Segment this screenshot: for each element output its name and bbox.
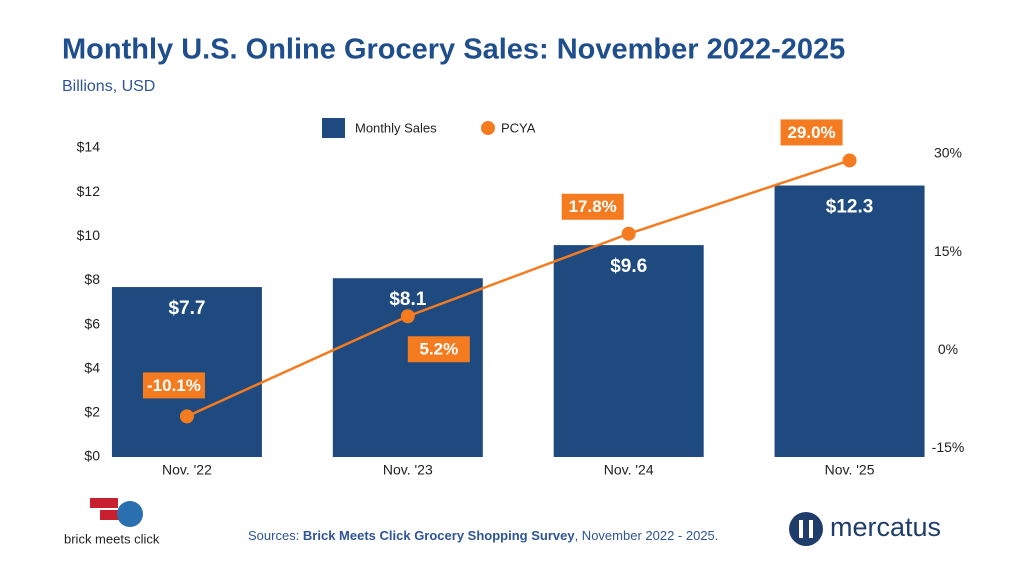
logo-shape <box>117 501 143 527</box>
legend-swatch <box>481 121 495 135</box>
line-value-label: 29.0% <box>787 123 835 142</box>
y2-tick-label: 0% <box>938 341 958 357</box>
y-tick-label: $0 <box>84 448 100 464</box>
line-point <box>842 153 857 168</box>
y2-tick-label: 30% <box>934 145 962 161</box>
legend-swatch <box>322 118 345 138</box>
line <box>186 159 850 418</box>
x-tick-label: Nov. '24 <box>604 462 654 478</box>
line-point <box>621 226 636 241</box>
value-label-box <box>142 372 205 399</box>
y-tick-label: $2 <box>84 404 100 420</box>
bar <box>774 185 925 457</box>
logo-bmc: brick meets click <box>64 498 160 546</box>
legend-label: PCYA <box>501 120 536 135</box>
line-value-label: 5.2% <box>419 340 458 359</box>
logo-shape <box>100 510 124 520</box>
chart-title: Monthly U.S. Online Grocery Sales: Novem… <box>62 34 845 66</box>
bar-value-label: $7.7 <box>168 298 205 319</box>
logo-text: brick meets click <box>64 531 160 546</box>
logo-shape <box>809 520 813 538</box>
line-point <box>400 309 415 324</box>
y-tick-label: $4 <box>84 359 100 375</box>
y-tick-label: $6 <box>84 315 100 331</box>
source-note: Sources: Brick Meets Click Grocery Shopp… <box>248 528 718 543</box>
value-label-box <box>561 193 624 220</box>
logo-shape <box>799 520 803 538</box>
logo-shape <box>90 498 118 508</box>
logo-text: mercatus <box>830 512 941 542</box>
source-suffix: , November 2022 - 2025. <box>575 528 719 543</box>
line-value-label: -10.1% <box>147 376 201 395</box>
y-tick-label: $14 <box>77 139 101 155</box>
y-tick-label: $12 <box>77 183 101 199</box>
legend-label: Monthly Sales <box>355 120 437 135</box>
line-value-label: 17.8% <box>569 197 617 216</box>
y2-tick-label: -15% <box>932 439 965 455</box>
y2-tick-label: 15% <box>934 243 962 259</box>
source-emphasis: Brick Meets Click Grocery Shopping Surve… <box>303 528 575 543</box>
bar-value-label: $12.3 <box>826 197 874 218</box>
bar <box>553 245 704 457</box>
logo-shape <box>789 512 823 546</box>
bar-value-label: $9.6 <box>610 256 647 277</box>
x-tick-label: Nov. '25 <box>825 462 875 478</box>
bar-value-label: $8.1 <box>389 289 426 310</box>
line-point <box>179 409 194 424</box>
value-label-box <box>407 336 470 363</box>
x-tick-label: Nov. '22 <box>162 462 212 478</box>
y-tick-label: $8 <box>84 271 100 287</box>
source-prefix: Sources: <box>248 528 303 543</box>
logo-mercatus: mercatus <box>789 512 941 546</box>
x-tick-label: Nov. '23 <box>383 462 433 478</box>
value-label-box <box>780 119 843 146</box>
bar <box>332 278 483 457</box>
bar <box>111 287 262 457</box>
y-tick-label: $10 <box>77 227 101 243</box>
chart-subtitle: Billions, USD <box>62 78 155 95</box>
